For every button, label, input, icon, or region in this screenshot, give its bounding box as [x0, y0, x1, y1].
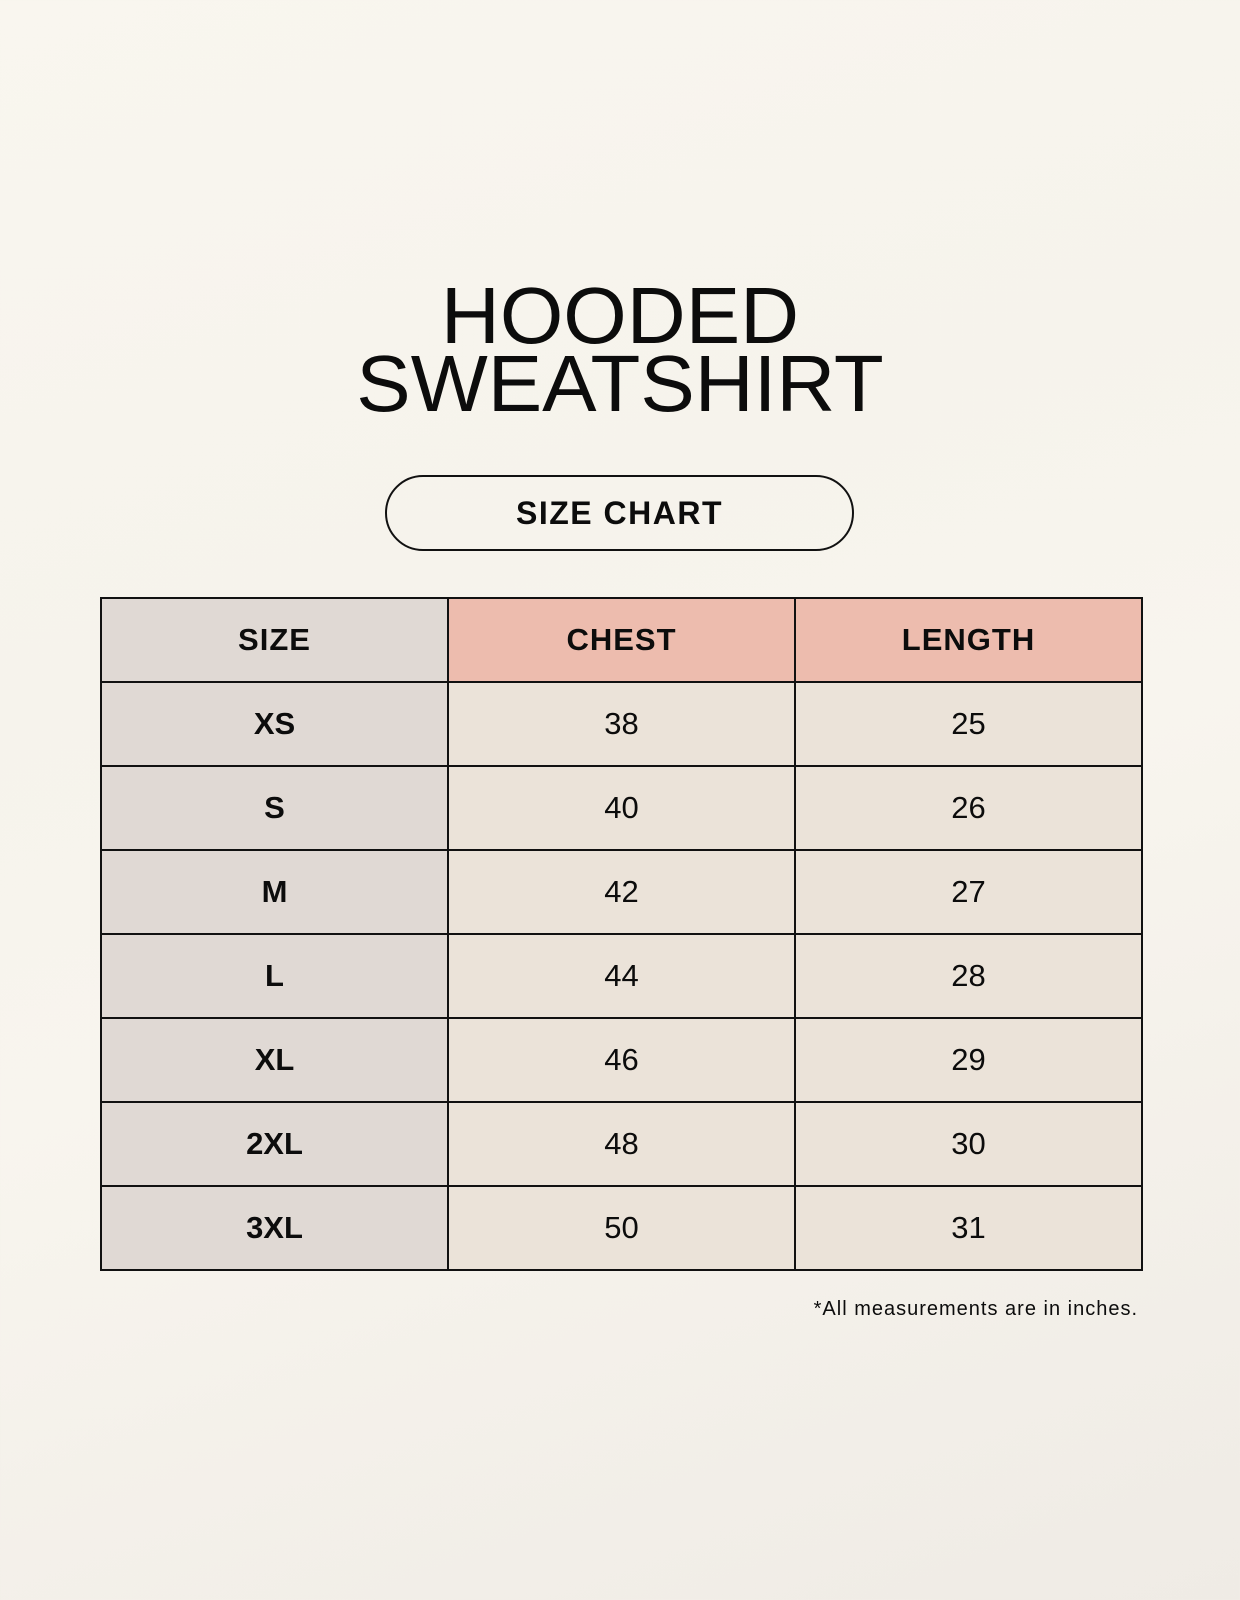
table-row: 3XL 50 31	[100, 1185, 1143, 1271]
size-cell: L	[100, 933, 449, 1019]
size-cell: M	[100, 849, 449, 935]
measurement-note: *All measurements are in inches.	[813, 1298, 1138, 1320]
table-row: M 42 27	[100, 849, 1143, 935]
size-cell: XS	[100, 681, 449, 767]
table-header-row: SIZE CHEST LENGTH	[100, 597, 1143, 683]
size-chart-label: SIZE CHART	[385, 475, 854, 551]
length-cell: 28	[794, 933, 1143, 1019]
table-row: XL 46 29	[100, 1017, 1143, 1103]
header-size: SIZE	[100, 597, 449, 683]
table-row: S 40 26	[100, 765, 1143, 851]
table-row: 2XL 48 30	[100, 1101, 1143, 1187]
chest-cell: 42	[447, 849, 796, 935]
length-cell: 26	[794, 765, 1143, 851]
length-cell: 29	[794, 1017, 1143, 1103]
size-cell: 2XL	[100, 1101, 449, 1187]
length-cell: 25	[794, 681, 1143, 767]
chest-cell: 46	[447, 1017, 796, 1103]
title-line-1: HOODED	[440, 271, 800, 360]
size-cell: 3XL	[100, 1185, 449, 1271]
chest-cell: 48	[447, 1101, 796, 1187]
length-cell: 27	[794, 849, 1143, 935]
length-cell: 30	[794, 1101, 1143, 1187]
chest-cell: 38	[447, 681, 796, 767]
page-title: HOODED SWEATSHIRT	[0, 271, 1240, 428]
title-line-2: SWEATSHIRT	[356, 339, 884, 428]
size-cell: S	[100, 765, 449, 851]
chest-cell: 50	[447, 1185, 796, 1271]
chest-cell: 40	[447, 765, 796, 851]
table-row: XS 38 25	[100, 681, 1143, 767]
header-chest: CHEST	[447, 597, 796, 683]
table-row: L 44 28	[100, 933, 1143, 1019]
header-length: LENGTH	[794, 597, 1143, 683]
size-table: SIZE CHEST LENGTH XS 38 25 S 40 26 M 42 27 L 44 28 X…	[100, 597, 1143, 1271]
chest-cell: 44	[447, 933, 796, 1019]
length-cell: 31	[794, 1185, 1143, 1271]
size-cell: XL	[100, 1017, 449, 1103]
